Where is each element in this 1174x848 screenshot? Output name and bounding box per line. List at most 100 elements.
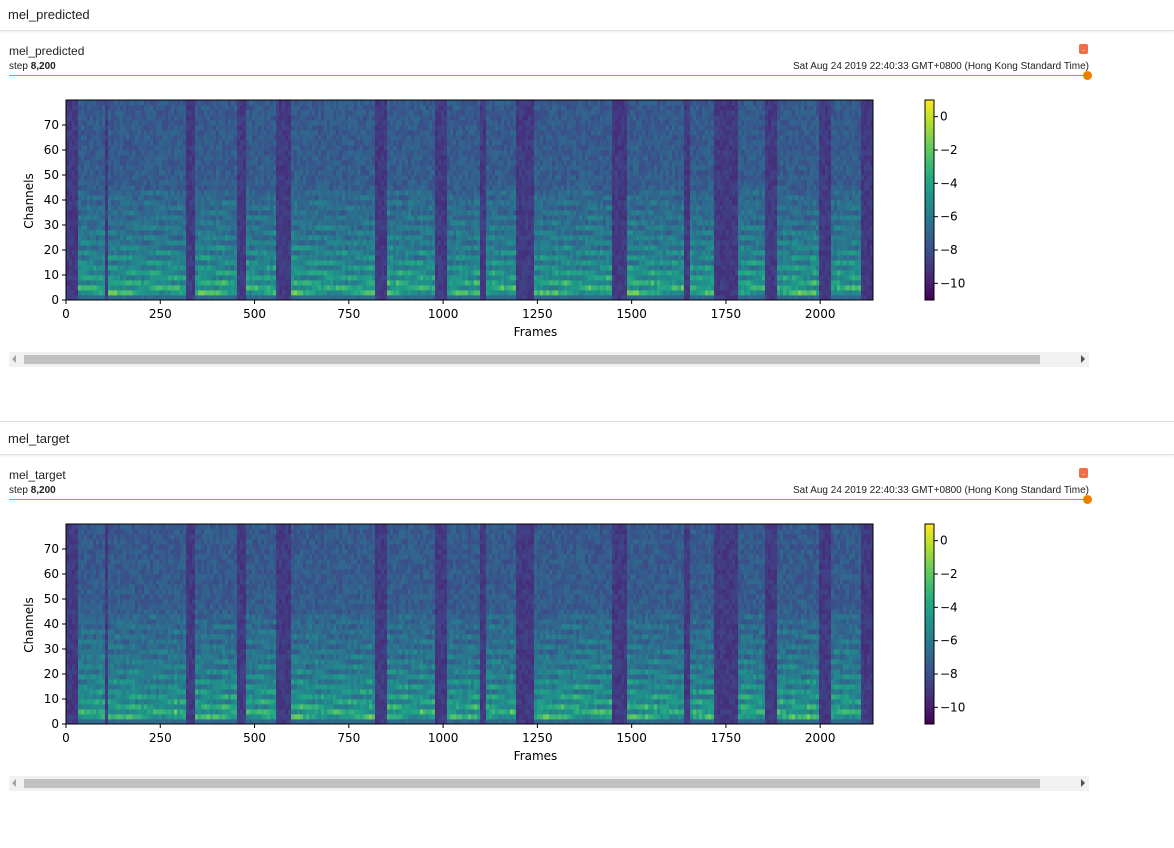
heatmap-cell [408, 270, 412, 276]
heatmap-cell [258, 250, 262, 256]
heatmap-cell [345, 205, 349, 211]
heatmap-cell [396, 145, 400, 151]
heatmap-cell [417, 125, 421, 131]
heatmap-cell [393, 140, 397, 146]
heatmap-cell [81, 240, 85, 246]
heatmap-cell [192, 140, 196, 146]
heatmap-cell [282, 130, 286, 136]
heatmap-cell [237, 295, 241, 301]
heatmap-cell [114, 200, 118, 206]
heatmap-cell [351, 195, 355, 201]
heatmap-cell [285, 180, 289, 186]
heatmap-cell [171, 130, 175, 136]
heatmap-cell [402, 160, 406, 166]
heatmap-cell [117, 120, 121, 126]
heatmap-cell [219, 150, 223, 156]
heatmap-cell [201, 175, 205, 181]
heatmap-cell [351, 245, 355, 251]
heatmap-cell [114, 185, 118, 191]
heatmap-cell [354, 215, 358, 221]
heatmap-cell [342, 150, 346, 156]
heatmap-cell [183, 230, 187, 236]
heatmap-cell [300, 275, 304, 281]
heatmap-cell [276, 115, 280, 121]
heatmap-cell [174, 205, 178, 211]
heatmap-cell [174, 185, 178, 191]
heatmap-cell [354, 145, 358, 151]
heatmap-cell [291, 115, 295, 121]
heatmap-cell [276, 120, 280, 126]
heatmap-cell [150, 125, 154, 131]
heatmap-cell [342, 115, 346, 121]
heatmap-cell [246, 280, 250, 286]
card-badge-icon[interactable] [1079, 44, 1088, 54]
heatmap-cell [126, 135, 130, 141]
heatmap-cell [267, 230, 271, 236]
heatmap-cell [69, 145, 73, 151]
heatmap-cell [369, 210, 373, 216]
heatmap-cell [414, 210, 418, 216]
heatmap-cell [399, 280, 403, 286]
heatmap-cell [396, 170, 400, 176]
heatmap-cell [345, 100, 349, 106]
heatmap-cell [387, 220, 391, 226]
heatmap-cell [366, 160, 370, 166]
heatmap-cell [387, 215, 391, 221]
heatmap-cell [240, 235, 244, 241]
heatmap-cell [276, 145, 280, 151]
heatmap-cell [348, 125, 352, 131]
heatmap-cell [84, 295, 88, 301]
heatmap-cell [189, 275, 193, 281]
heatmap-cell [150, 295, 154, 301]
heatmap-cell [228, 120, 232, 126]
heatmap-cell [183, 165, 187, 171]
heatmap-cell [189, 200, 193, 206]
heatmap-cell [84, 275, 88, 281]
heatmap-cell [222, 195, 226, 201]
heatmap-cell [369, 110, 373, 116]
heatmap-cell [420, 105, 424, 111]
heatmap-cell [132, 140, 136, 146]
heatmap-cell [333, 270, 337, 276]
heatmap-cell [306, 150, 310, 156]
heatmap-cell [204, 180, 208, 186]
heatmap-cell [324, 170, 328, 176]
heatmap-cell [408, 120, 412, 126]
heatmap-cell [390, 195, 394, 201]
heatmap-cell [381, 295, 385, 301]
heatmap-cell [93, 140, 97, 146]
heatmap-cell [159, 240, 163, 246]
heatmap-cell [66, 155, 70, 161]
heatmap-cell [342, 270, 346, 276]
heatmap-cell [267, 100, 271, 106]
heatmap-cell [288, 125, 292, 131]
heatmap-cell [348, 150, 352, 156]
heatmap-cell [141, 290, 145, 296]
heatmap-cell [87, 220, 91, 226]
heatmap-cell [195, 235, 199, 241]
heatmap-cell [342, 140, 346, 146]
heatmap-cell [186, 205, 190, 211]
heatmap-cell [360, 185, 364, 191]
section-header-mel-predicted[interactable]: mel_predicted [0, 0, 1174, 31]
heatmap-cell [429, 245, 433, 251]
heatmap-cell [303, 210, 307, 216]
heatmap-cell [114, 295, 118, 301]
step-slider-track[interactable] [9, 75, 1087, 76]
heatmap-cell [126, 240, 130, 246]
heatmap-cell [243, 190, 247, 196]
heatmap-cell [156, 255, 160, 261]
heatmap-cell [384, 210, 388, 216]
heatmap-cell [327, 195, 331, 201]
heatmap-cell [228, 260, 232, 266]
step-slider-thumb[interactable] [1083, 71, 1092, 80]
heatmap-cell [384, 195, 388, 201]
heatmap-cell [354, 110, 358, 116]
heatmap-cell [285, 190, 289, 196]
heatmap-cell [249, 260, 253, 266]
heatmap-cell [408, 115, 412, 121]
heatmap-cell [306, 160, 310, 166]
heatmap-cell [75, 210, 79, 216]
heatmap-cell [114, 225, 118, 231]
heatmap-cell [198, 110, 202, 116]
